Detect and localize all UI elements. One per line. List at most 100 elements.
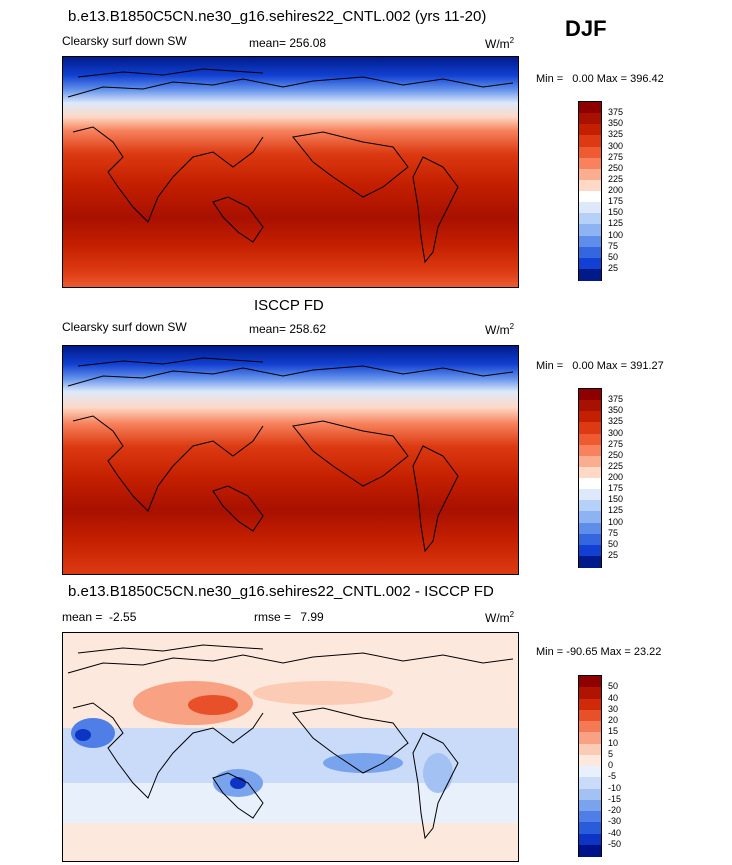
panel-model-variable-label: Clearsky surf down SW — [62, 34, 187, 48]
panel-obs-units-sup: 2 — [509, 322, 515, 331]
panel-diff-rmse-value: 7.99 — [300, 610, 324, 624]
colorbar-swatch — [579, 698, 601, 711]
colorbar-swatch — [579, 124, 601, 136]
colorbar-tick-label: 175 — [608, 196, 624, 207]
panel-model-map-svg — [63, 57, 518, 287]
colorbar-swatch — [579, 257, 601, 270]
panel-obs-min-label: Min = — [536, 360, 564, 372]
panel-obs-mean: mean= 258.62 — [249, 322, 326, 336]
colorbar-tick-label: -30 — [608, 816, 622, 827]
colorbar-swatch — [579, 533, 601, 546]
colorbar-tick-label: 375 — [608, 107, 624, 118]
panel-obs-mean-label: mean= — [249, 322, 287, 336]
colorbar-tick-label: -10 — [608, 782, 622, 793]
colorbar-swatch — [579, 179, 601, 192]
panel-obs-min-value: 0.00 — [572, 360, 594, 372]
colorbar-swatch — [579, 444, 601, 457]
panel-diff-units-sup: 2 — [509, 610, 515, 619]
panel-diff-min-value: -90.65 — [566, 646, 598, 658]
colorbar-swatch — [579, 433, 601, 446]
colorbar-tick-label: 200 — [608, 185, 624, 195]
panel-obs-max-label: Max = — [596, 360, 628, 372]
panel-model-min-value: 0.00 — [572, 73, 594, 85]
panel-diff-minmax: Min = -90.65 Max = 23.22 — [536, 646, 661, 658]
panel-model-min-label: Min = — [536, 73, 564, 85]
colorbar-tick-label: -5 — [608, 771, 617, 782]
colorbar-tick-label: -15 — [608, 793, 622, 804]
colorbar-tick-label: 25 — [608, 262, 619, 273]
colorbar-swatch — [579, 191, 601, 203]
panel-diff-map-svg — [63, 633, 518, 861]
colorbar-swatch — [579, 455, 601, 468]
colorbar-swatch — [579, 466, 601, 479]
colorbar-tick-label: 50 — [608, 538, 619, 549]
panel-model-minmax: Min = 0.00 Max = 396.42 — [536, 73, 664, 85]
colorbar-swatch — [579, 709, 601, 722]
colorbar-swatch — [579, 522, 601, 535]
panel-obs-map — [62, 345, 519, 575]
colorbar-tick-label: -40 — [608, 827, 622, 838]
colorbar-swatch — [579, 102, 601, 114]
colorbar-tick-label: 200 — [608, 472, 624, 482]
panel-obs-max-value: 391.27 — [630, 360, 664, 372]
colorbar-swatch — [579, 168, 601, 181]
colorbar-swatch — [579, 246, 601, 259]
panel-model-max-value: 396.42 — [630, 73, 664, 85]
season-label: DJF — [565, 16, 607, 41]
colorbar-tick-label: 325 — [608, 129, 624, 140]
panel-diff-colorbar — [578, 675, 602, 857]
colorbar-swatch — [579, 687, 601, 699]
colorbar-swatch — [579, 235, 601, 248]
colorbar-swatch — [579, 489, 601, 501]
colorbar-swatch — [579, 844, 601, 857]
colorbar-tick-label: 125 — [608, 505, 624, 516]
colorbar-swatch — [579, 213, 601, 225]
colorbar-tick-label: 0 — [608, 760, 614, 770]
panel-obs-minmax: Min = 0.00 Max = 391.27 — [536, 360, 664, 372]
panel-model-mean-value: 256.08 — [289, 36, 327, 50]
panel-diff-map — [62, 632, 519, 862]
colorbar-tick-label: 75 — [608, 240, 619, 251]
panel-diff-title: b.e13.B1850C5CN.ne30_g16.sehires22_CNTL.… — [68, 583, 494, 600]
colorbar-swatch — [579, 766, 601, 778]
colorbar-swatch — [579, 157, 601, 170]
colorbar-swatch — [579, 833, 601, 846]
colorbar-swatch — [579, 788, 601, 801]
panel-diff-rmse: rmse = 7.99 — [254, 610, 324, 624]
panel-obs-units-text: W/m — [485, 323, 510, 337]
panel-obs-title: ISCCP FD — [254, 297, 324, 314]
panel-obs-map-svg — [63, 346, 518, 574]
panel-model-mean: mean= 256.08 — [249, 36, 326, 50]
colorbar-swatch — [579, 500, 601, 512]
colorbar-tick-label: 50 — [608, 251, 619, 262]
panel-model-map — [62, 56, 519, 288]
colorbar-swatch — [579, 799, 601, 812]
colorbar-tick-label: 350 — [608, 405, 624, 416]
colorbar-swatch — [579, 777, 601, 789]
colorbar-tick-label: -20 — [608, 805, 622, 815]
colorbar-swatch — [579, 743, 601, 756]
colorbar-tick-label: 225 — [608, 460, 624, 471]
panel-model-units-text: W/m — [485, 37, 510, 51]
colorbar-tick-label: 175 — [608, 483, 624, 494]
panel-obs-mean-value: 258.62 — [289, 322, 327, 336]
panel-model-max-label: Max = — [596, 73, 628, 85]
colorbar-tick-label: 100 — [608, 516, 624, 527]
colorbar-swatch — [579, 478, 601, 490]
colorbar-swatch — [579, 113, 601, 125]
colorbar-swatch — [579, 400, 601, 412]
colorbar-tick-label: -50 — [608, 838, 622, 849]
colorbar-swatch — [579, 224, 601, 236]
colorbar-swatch — [579, 135, 601, 147]
panel-diff-mean: mean = -2.55 — [62, 610, 137, 624]
panel-obs-colorbar — [578, 388, 602, 568]
colorbar-tick-label: 350 — [608, 118, 624, 129]
colorbar-tick-label: 325 — [608, 416, 624, 427]
colorbar-tick-label: 100 — [608, 229, 624, 240]
colorbar-swatch — [579, 754, 601, 767]
colorbar-swatch — [579, 721, 601, 733]
colorbar-swatch — [579, 411, 601, 423]
panel-model-units: W/m2 — [485, 36, 514, 51]
colorbar-tick-label: 275 — [608, 151, 624, 162]
colorbar-tick-label: 20 — [608, 715, 619, 725]
